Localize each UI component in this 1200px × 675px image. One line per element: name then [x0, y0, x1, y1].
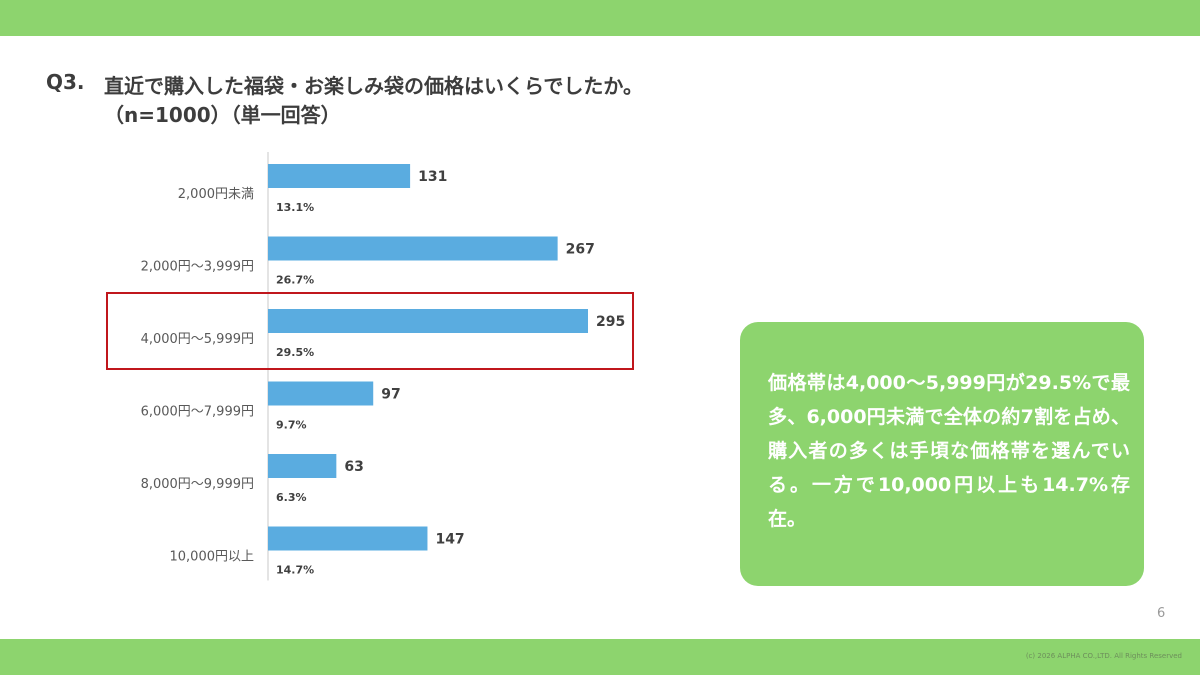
- copyright-notice: (c) 2026 ALPHA CO.,LTD. All Rights Reser…: [1025, 652, 1182, 660]
- percent-label: 26.7%: [276, 274, 314, 287]
- question-number: Q3.: [46, 70, 85, 94]
- value-label: 63: [344, 459, 363, 475]
- top-accent-band: [0, 0, 1200, 36]
- bar: [268, 309, 588, 333]
- summary-callout-text: 価格帯は4,000〜5,999円が29.5%で最多、6,000円未満で全体の約7…: [768, 372, 1130, 530]
- bar: [268, 526, 428, 551]
- question-note: （n=1000）（単一回答）: [104, 103, 341, 127]
- value-label: 267: [566, 242, 595, 258]
- value-label: 97: [381, 387, 400, 403]
- bar: [268, 236, 558, 261]
- category-label: 8,000円〜9,999円: [141, 477, 254, 492]
- category-label: 2,000円〜3,999円: [141, 260, 254, 275]
- category-label: 2,000円未満: [178, 187, 254, 202]
- page-number: 6: [1157, 606, 1166, 621]
- value-label: 295: [596, 314, 625, 330]
- bar: [268, 381, 374, 406]
- category-label: 10,000円以上: [170, 550, 255, 565]
- bar-chart: 131 13.1% 2,000円未満 267 26.7% 2,000円〜3,999円 295…: [141, 152, 625, 581]
- value-label: 131: [418, 169, 447, 185]
- value-label: 147: [435, 532, 464, 548]
- bottom-accent-band: [0, 639, 1200, 675]
- bar: [268, 164, 411, 188]
- percent-label: 13.1%: [276, 201, 314, 214]
- category-label: 6,000円〜7,999円: [141, 405, 254, 420]
- percent-label: 9.7%: [276, 419, 307, 432]
- percent-label: 29.5%: [276, 346, 314, 359]
- summary-callout: [740, 322, 1144, 586]
- percent-label: 6.3%: [276, 491, 307, 504]
- highlight-box: [106, 292, 634, 370]
- question-title: 直近で購入した福袋・お楽しみ袋の価格はいくらでしたか。: [104, 74, 643, 98]
- category-label: 4,000円〜5,999円: [141, 332, 254, 347]
- bar: [268, 454, 337, 478]
- percent-label: 14.7%: [276, 564, 314, 577]
